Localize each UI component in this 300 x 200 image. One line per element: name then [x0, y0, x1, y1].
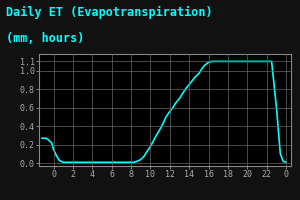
Text: (mm, hours): (mm, hours) [6, 32, 84, 45]
Text: Daily ET (Evapotranspiration): Daily ET (Evapotranspiration) [6, 6, 213, 19]
